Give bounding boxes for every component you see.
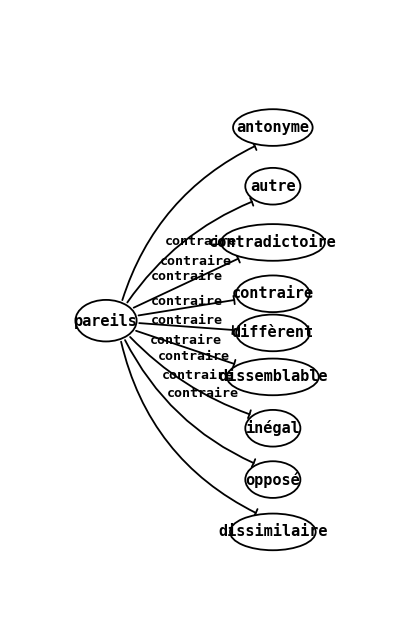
Text: diffèrent: diffèrent bbox=[232, 325, 314, 340]
Text: contraire: contraire bbox=[160, 255, 231, 269]
Text: autre: autre bbox=[250, 178, 296, 194]
Text: contraire: contraire bbox=[158, 350, 230, 363]
Text: dissemblable: dissemblable bbox=[218, 370, 327, 384]
Ellipse shape bbox=[245, 461, 301, 498]
Text: pareils: pareils bbox=[74, 312, 138, 329]
Text: contraire: contraire bbox=[165, 234, 237, 248]
Text: opposé: opposé bbox=[245, 472, 300, 488]
Text: antonyme: antonyme bbox=[236, 120, 309, 135]
Ellipse shape bbox=[75, 300, 137, 342]
Text: contraire: contraire bbox=[162, 369, 233, 382]
Text: contraire: contraire bbox=[232, 286, 314, 301]
Text: contraire: contraire bbox=[151, 295, 223, 307]
Text: dissimilaire: dissimilaire bbox=[218, 525, 327, 539]
Ellipse shape bbox=[221, 224, 325, 261]
Ellipse shape bbox=[236, 314, 310, 351]
Text: contraire: contraire bbox=[150, 270, 222, 283]
Ellipse shape bbox=[236, 276, 310, 312]
Ellipse shape bbox=[245, 168, 301, 204]
Text: contraire: contraire bbox=[150, 335, 222, 347]
Ellipse shape bbox=[227, 359, 319, 395]
Ellipse shape bbox=[245, 410, 301, 446]
Ellipse shape bbox=[230, 514, 316, 551]
Ellipse shape bbox=[233, 109, 313, 146]
Text: contraire: contraire bbox=[150, 314, 222, 326]
Text: contradictoire: contradictoire bbox=[209, 235, 337, 250]
Text: inégal: inégal bbox=[245, 420, 300, 436]
Text: contraire: contraire bbox=[167, 387, 239, 400]
